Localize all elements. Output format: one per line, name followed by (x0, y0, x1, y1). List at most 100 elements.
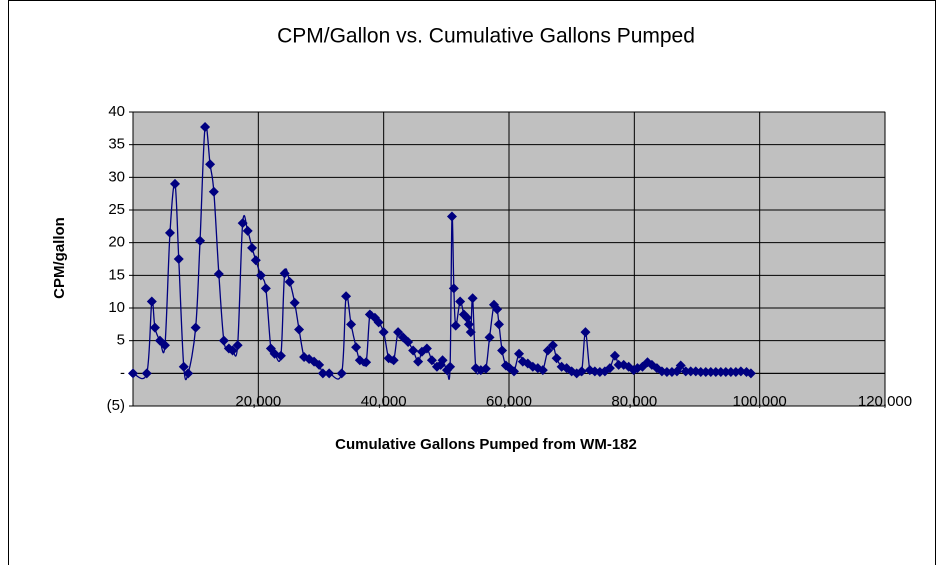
data-point (164, 227, 175, 238)
data-point (317, 368, 328, 379)
data-point (413, 356, 424, 367)
data-point (232, 340, 243, 351)
data-point (695, 367, 706, 378)
data-point (242, 225, 253, 236)
data-point (542, 345, 553, 356)
data-point (580, 327, 591, 338)
data-point (492, 304, 503, 315)
data-point (609, 350, 620, 361)
data-point (373, 317, 384, 328)
data-point (480, 363, 491, 374)
y-axis-label: CPM/gallon (51, 217, 68, 299)
data-point (361, 357, 372, 368)
data-point (661, 367, 672, 378)
data-point (455, 296, 466, 307)
data-point (437, 355, 448, 366)
data-point (463, 319, 474, 330)
data-point (218, 335, 229, 346)
data-point (715, 367, 726, 378)
data-point (448, 283, 459, 294)
data-point (255, 270, 266, 281)
data-point (685, 366, 696, 377)
data-point (260, 283, 271, 294)
data-point (537, 365, 548, 376)
data-point (445, 361, 456, 372)
data-point (680, 366, 691, 377)
data-point (700, 367, 711, 378)
data-point (183, 368, 194, 379)
y-tick-label: 30 (108, 168, 125, 185)
data-point (237, 218, 248, 229)
data-point (169, 178, 180, 189)
x-tick-label: 40,000 (361, 393, 407, 410)
data-point (195, 235, 206, 246)
data-point (279, 268, 290, 279)
x-tick-label: 120,000 (858, 393, 912, 410)
y-tick-label: 40 (108, 103, 125, 120)
data-point (149, 322, 160, 333)
y-tick-label: 35 (108, 136, 125, 153)
data-point (346, 319, 357, 330)
data-point (378, 327, 389, 338)
data-point (403, 336, 414, 347)
data-point (341, 291, 352, 302)
data-point (576, 366, 587, 377)
data-point (484, 332, 495, 343)
x-tick-label: 100,000 (733, 393, 787, 410)
data-point (514, 348, 525, 359)
y-tick-label: 25 (108, 201, 125, 218)
data-point (710, 367, 721, 378)
data-point (200, 122, 211, 133)
data-point (467, 293, 478, 304)
data-point (284, 276, 295, 287)
y-tick-label: 20 (108, 234, 125, 251)
data-point (675, 360, 686, 371)
data-point (497, 345, 508, 356)
y-tick-label: 10 (108, 299, 125, 316)
data-point (426, 355, 437, 366)
y-tick-label: 15 (108, 266, 125, 283)
data-point (289, 297, 300, 308)
data-point (551, 353, 562, 364)
data-point (275, 350, 286, 361)
data-point (227, 345, 238, 356)
data-point (705, 367, 716, 378)
y-tick-label: - (120, 364, 125, 381)
data-point (421, 343, 432, 354)
data-point (314, 359, 325, 370)
data-point (725, 367, 736, 378)
data-point (190, 322, 201, 333)
y-tick-label: (5) (107, 397, 125, 414)
x-tick-label: 80,000 (611, 393, 657, 410)
data-point (745, 368, 756, 379)
x-tick-label: 60,000 (486, 393, 532, 410)
data-point (720, 367, 731, 378)
data-point (141, 368, 152, 379)
data-point (213, 269, 224, 280)
data-point (450, 320, 461, 331)
x-tick-label: 20,000 (235, 393, 281, 410)
data-point (547, 340, 558, 351)
data-point (324, 368, 335, 379)
data-point (613, 359, 624, 370)
data-point (509, 366, 520, 377)
x-axis-label: Cumulative Gallons Pumped from WM-182 (335, 436, 637, 453)
data-point (250, 255, 261, 266)
data-point (408, 345, 419, 356)
data-point (294, 324, 305, 335)
data-point (351, 342, 362, 353)
y-tick-label: 5 (117, 332, 125, 349)
data-point (159, 340, 170, 351)
data-point (173, 254, 184, 264)
data-point (178, 361, 189, 372)
data-point (128, 368, 138, 379)
data-point (336, 368, 347, 379)
data-point (393, 327, 404, 338)
data-point (388, 355, 399, 366)
data-point (146, 296, 157, 307)
data-point (446, 211, 457, 222)
data-point (247, 242, 258, 253)
data-point (208, 186, 219, 197)
data-point (465, 327, 476, 338)
